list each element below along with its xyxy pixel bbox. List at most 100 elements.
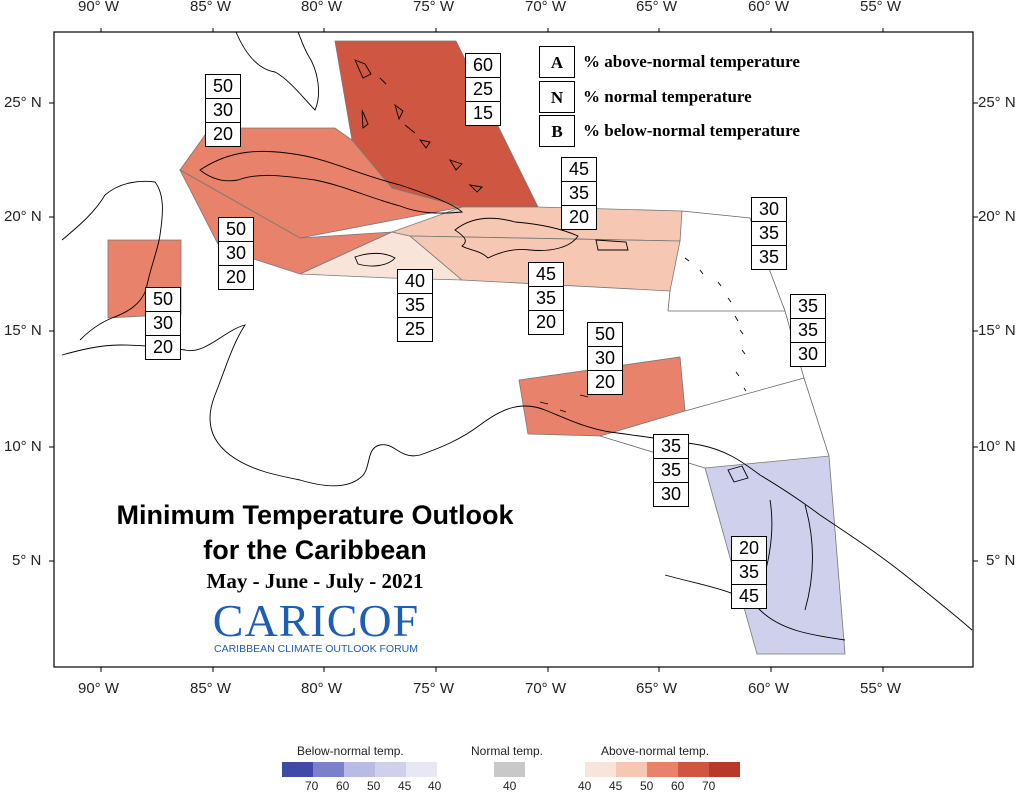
prob-below: 25 (404, 319, 426, 339)
y-tick-label-right: 25° N (978, 94, 1016, 111)
y-tick-label-right: 10° N (978, 438, 1016, 455)
legend-swatch-below-60 (313, 762, 344, 777)
prob-above: 60 (466, 54, 500, 78)
prob-normal: 30 (219, 242, 253, 266)
prob-normal: 30 (206, 99, 240, 123)
prob-normal: 35 (398, 294, 432, 318)
prob-below: 20 (225, 267, 247, 287)
y-tick-label-left: 20° N (4, 208, 42, 225)
key-letter: A (539, 45, 575, 78)
legend-title-below: Below-normal temp. (297, 744, 404, 758)
prob-above: 50 (588, 323, 622, 347)
prob-above: 50 (219, 218, 253, 242)
legend-swatch-below-70 (282, 762, 313, 777)
x-tick-label-top: 70° W (525, 0, 567, 15)
logo-subtitle: CARIBBEAN CLIMATE OUTLOOK FORUM (214, 643, 418, 655)
x-tick-label-top: 90° W (78, 0, 120, 15)
legend-value: 60 (671, 779, 685, 793)
x-tick-label-bottom: 85° W (190, 680, 232, 697)
prob-box-abc-islands: 50 30 20 (587, 322, 623, 395)
x-tick-label-bottom: 90° W (78, 680, 120, 697)
prob-above: 45 (562, 158, 596, 182)
legend-swatch-below-45 (375, 762, 406, 777)
x-tick-label-top: 85° W (190, 0, 232, 15)
key-row-above: A % above-normal temperature (539, 45, 859, 78)
prob-box-trinidad: 35 35 30 (653, 434, 689, 507)
legend-value: 50 (367, 779, 381, 793)
prob-normal: 30 (588, 347, 622, 371)
prob-normal: 35 (562, 182, 596, 206)
prob-box-guianas: 20 35 45 (731, 536, 767, 609)
y-tick-label-right: 5° N (986, 552, 1016, 569)
key-row-below: B % below-normal temperature (539, 114, 859, 147)
legend-value: 40 (428, 779, 442, 793)
prob-below: 20 (212, 124, 234, 144)
legend-swatch-above-70 (709, 762, 740, 777)
prob-below: 30 (660, 484, 682, 504)
x-tick-label-bottom: 75° W (413, 680, 455, 697)
legend-value: 40 (503, 779, 517, 793)
prob-above: 20 (732, 537, 766, 561)
x-tick-label-top: 80° W (301, 0, 343, 15)
season-label: May - June - July - 2021 (206, 569, 424, 593)
key-text: % normal temperature (583, 86, 752, 106)
prob-box-jamaica: 40 35 25 (397, 269, 433, 342)
x-tick-label-bottom: 55° W (860, 680, 902, 697)
prob-normal: 35 (752, 222, 786, 246)
legend-swatch-above-50 (647, 762, 678, 777)
prob-above: 35 (791, 295, 825, 319)
x-tick-label-bottom: 60° W (748, 680, 790, 697)
legend-swatch-above-40 (585, 762, 616, 777)
prob-above: 30 (752, 198, 786, 222)
x-tick-label-bottom: 80° W (301, 680, 343, 697)
prob-box-cuba-east: 50 30 20 (218, 217, 254, 290)
y-tick-label-right: 20° N (978, 208, 1016, 225)
legend-swatch-above-45 (616, 762, 647, 777)
legend-value: 70 (305, 779, 319, 793)
prob-above: 40 (398, 270, 432, 294)
prob-below: 30 (797, 344, 819, 364)
x-tick-label-bottom: 70° W (525, 680, 567, 697)
prob-below: 15 (472, 103, 494, 123)
legend-value: 60 (336, 779, 350, 793)
prob-below: 45 (738, 586, 760, 606)
prob-box-leeward-islands: 30 35 35 (751, 197, 787, 270)
prob-below: 35 (758, 247, 780, 267)
logo-wordmark: CARICOF (212, 595, 420, 646)
legend-title-normal: Normal temp. (471, 744, 544, 758)
legend-swatch-normal-40 (494, 762, 525, 777)
axis-ticks (49, 28, 978, 672)
prob-box-windward-islands: 35 35 30 (790, 294, 826, 367)
y-tick-label-left: 10° N (4, 438, 42, 455)
prob-above: 50 (146, 288, 180, 312)
prob-normal: 30 (146, 312, 180, 336)
legend-value: 70 (702, 779, 716, 793)
x-tick-label-top: 75° W (413, 0, 455, 15)
key-text: % above-normal temperature (583, 51, 800, 71)
x-tick-label-top: 65° W (636, 0, 678, 15)
prob-normal: 35 (791, 319, 825, 343)
y-tick-label-left: 5° N (12, 552, 42, 569)
legend-swatch-above-60 (678, 762, 709, 777)
prob-above: 45 (529, 263, 563, 287)
prob-above: 35 (654, 435, 688, 459)
y-tick-label-right: 15° N (978, 322, 1016, 339)
legend-swatches (282, 762, 740, 777)
map-title-line1: Minimum Temperature Outlook (116, 500, 514, 530)
prob-box-cuba-west: 50 30 20 (205, 74, 241, 147)
prob-below: 20 (594, 372, 616, 392)
y-tick-label-left: 25° N (4, 94, 42, 111)
legend-value: 45 (609, 779, 623, 793)
prob-normal: 35 (732, 561, 766, 585)
legend-value: 40 (578, 779, 592, 793)
legend-swatch-below-40 (406, 762, 437, 777)
legend-value: 45 (398, 779, 412, 793)
x-tick-label-top: 60° W (748, 0, 790, 15)
prob-normal: 35 (654, 459, 688, 483)
key-letter: B (539, 114, 575, 147)
prob-above: 50 (206, 75, 240, 99)
prob-box-hispaniola-south: 45 35 20 (528, 262, 564, 335)
x-tick-label-top: 55° W (860, 0, 902, 15)
key-text: % below-normal temperature (583, 120, 800, 140)
